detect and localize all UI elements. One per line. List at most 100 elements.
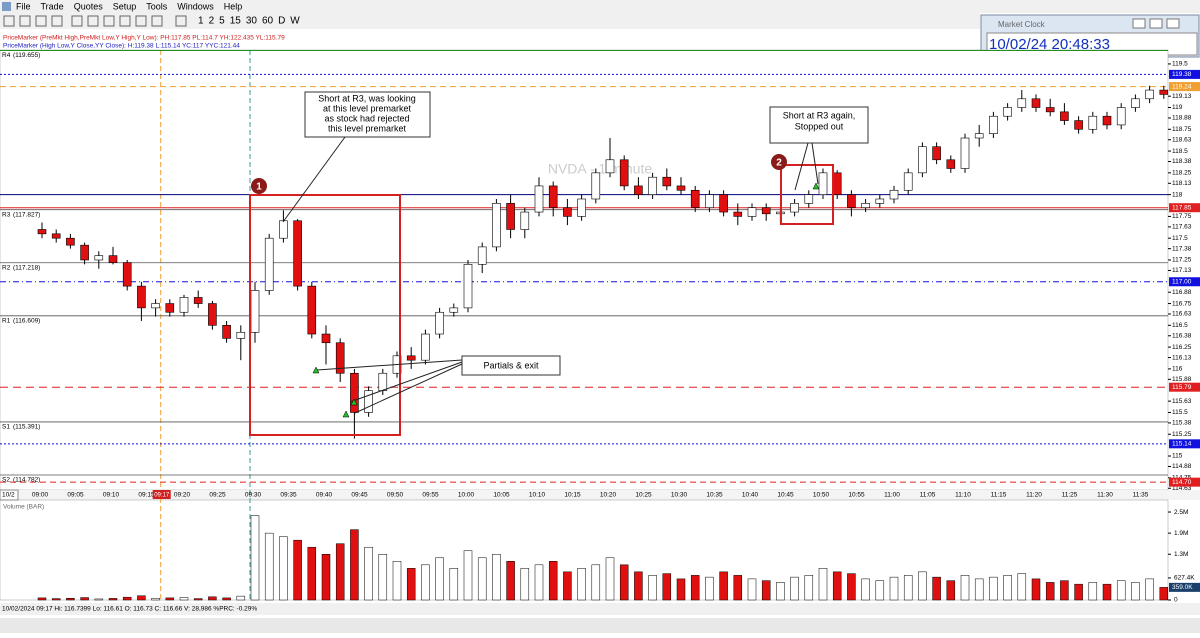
volume-bar [946, 580, 956, 601]
menu-item[interactable]: Tools [146, 1, 168, 11]
menu-item[interactable]: File [16, 1, 31, 11]
volume-bar [1003, 575, 1012, 601]
candle-body [364, 390, 373, 413]
pivot-name: R2 [2, 264, 11, 271]
menu-item[interactable]: Setup [113, 1, 137, 11]
candle-body [676, 185, 686, 191]
pivot-value: (115.391) [13, 424, 40, 431]
y-tick-label: 118.63 [1172, 136, 1192, 143]
volume-bar [1102, 583, 1112, 601]
pivot-value: (114.782) [13, 477, 40, 484]
volume-title: Volume (BAR) [3, 504, 44, 511]
volume-bar [690, 575, 700, 601]
entry-arrow [342, 410, 350, 418]
candle-body [534, 185, 544, 213]
candle-body [435, 311, 444, 335]
maximize-button[interactable] [1149, 18, 1163, 29]
marker-number: 2 [776, 158, 782, 169]
date-label: 10/2 [2, 492, 15, 499]
candle-body [1131, 98, 1140, 108]
icon[interactable] [175, 15, 187, 27]
icon[interactable] [135, 15, 147, 27]
menu-item[interactable]: Trade [41, 1, 64, 11]
level-marker-label: 119.38 [1172, 71, 1192, 78]
arrow [794, 142, 809, 191]
pivot-name: S1 [2, 424, 10, 431]
interval-button[interactable]: 15 [230, 16, 242, 27]
menu-item[interactable]: Windows [177, 1, 214, 11]
candle-body [80, 244, 89, 261]
x-tick-label: 09:20 [174, 492, 191, 499]
level-marker-box [1169, 69, 1200, 79]
menu-item[interactable]: Help [224, 1, 243, 11]
candle-body [1060, 111, 1069, 121]
candle-body [875, 198, 885, 204]
icon[interactable] [19, 15, 31, 27]
candle-body [279, 220, 288, 239]
minimize-button[interactable] [1132, 18, 1146, 29]
volume-bar [108, 598, 118, 601]
volume-bar [918, 571, 927, 601]
volume-bar [705, 576, 714, 601]
close-button[interactable] [1166, 18, 1180, 29]
callout-text: Short at R3, was looking [318, 93, 416, 103]
date-label-box [0, 489, 19, 501]
candle-body [960, 137, 970, 169]
candle-body [250, 290, 260, 333]
bottom-strip [0, 618, 1200, 633]
candle-body [477, 246, 487, 265]
volume-bar [94, 598, 104, 601]
candle-body [1088, 115, 1098, 130]
y-tick-label: 116.13 [1172, 354, 1192, 361]
volume-bar [406, 568, 416, 601]
menu-item[interactable]: Quotes [74, 1, 104, 11]
candle-body [648, 176, 657, 195]
x-tick-label: 09:30 [245, 492, 262, 499]
icon[interactable] [3, 15, 15, 27]
candle-body [264, 237, 274, 291]
candle-body [918, 146, 927, 174]
interval-button[interactable]: 30 [246, 16, 258, 27]
candle-body [37, 229, 47, 235]
level-marker-label: 115.14 [1172, 441, 1192, 448]
candle-body [137, 285, 146, 309]
pivot-value: (117.827) [13, 211, 40, 218]
icon[interactable] [71, 15, 83, 27]
volume-bar [1060, 580, 1069, 601]
x-tick-label: 09:40 [316, 492, 333, 499]
candle-body [307, 285, 317, 335]
interval-button[interactable]: 1 [198, 16, 204, 27]
candle-body [591, 172, 601, 200]
volume-bar [563, 571, 572, 601]
volume-bar [534, 564, 544, 601]
icon[interactable] [103, 15, 115, 27]
interval-button[interactable]: W [290, 16, 300, 27]
interval-button[interactable]: 2 [209, 16, 215, 27]
time-axis [0, 490, 1200, 500]
x-tick-label: 11:15 [991, 492, 1007, 499]
marker-number: 1 [256, 182, 262, 193]
candle-body [51, 233, 61, 239]
level-marker-box [1169, 277, 1200, 287]
candle-body [421, 333, 430, 361]
icon[interactable] [87, 15, 99, 27]
icon[interactable] [151, 15, 163, 27]
volume-bar [193, 598, 203, 601]
interval-button[interactable]: 60 [262, 16, 274, 27]
y-tick-label: 117.63 [1172, 224, 1192, 231]
icon[interactable] [119, 15, 131, 27]
volume-bar [1131, 582, 1140, 601]
candle-body [492, 203, 501, 248]
interval-button[interactable]: 5 [219, 16, 225, 27]
volume-bar [250, 515, 260, 601]
volume-tick-label: 1.9M [1174, 530, 1188, 537]
icon[interactable] [35, 15, 47, 27]
interval-button[interactable]: D [278, 16, 285, 27]
volume-bar [818, 568, 828, 601]
volume-bar [307, 546, 317, 601]
volume-bar [151, 597, 160, 601]
icon[interactable] [51, 15, 63, 27]
candle-body [335, 342, 345, 374]
volume-bar [264, 532, 274, 601]
